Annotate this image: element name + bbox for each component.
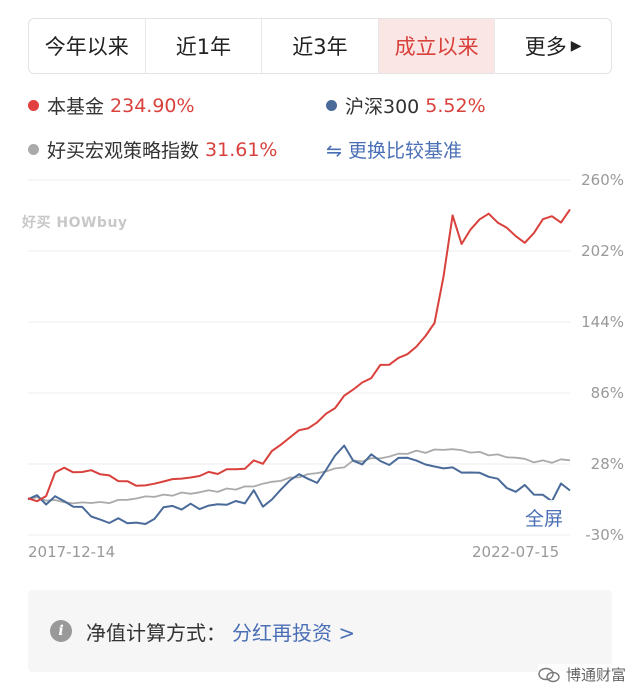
tab-since-inception-label: 成立以来 xyxy=(394,35,479,59)
x-axis-end-date: 2022-07-15 xyxy=(472,543,560,561)
performance-chart-svg: 260% 202% 144% 86% 28% -30% xyxy=(27,171,624,544)
tab-3y-label: 近3年 xyxy=(292,35,348,59)
tab-ytd-label: 今年以来 xyxy=(44,35,129,59)
series-line-fund xyxy=(27,208,571,503)
series-line-index xyxy=(27,448,571,505)
legend-row-1: 本基金 234.90% xyxy=(28,92,195,119)
y-tick-label: 260% xyxy=(581,171,624,189)
legend-hs300: 沪深300 5.52% xyxy=(326,92,486,119)
tab-since-inception[interactable]: 成立以来 xyxy=(378,19,496,73)
nav-calculation-method[interactable]: i 净值计算方式： 分红再投资 > xyxy=(28,590,612,672)
change-benchmark-button[interactable]: ⇋ 更换比较基准 xyxy=(326,136,462,163)
publisher-watermark: 博通财富 xyxy=(537,664,626,685)
tab-more-label: 更多 xyxy=(524,35,567,59)
index-dot-icon xyxy=(28,144,39,155)
watermark-text: 博通财富 xyxy=(565,666,626,684)
change-benchmark-label: ⇋ 更换比较基准 xyxy=(326,140,462,162)
legend-index-value: 31.61% xyxy=(205,138,278,161)
play-arrow-icon: ▶ xyxy=(570,38,582,54)
y-tick-label: -30% xyxy=(585,526,624,544)
tab-more[interactable]: 更多 ▶ xyxy=(495,19,611,73)
series-line-hs300 xyxy=(27,444,571,525)
howbuy-logo: 好买 HOWbuy xyxy=(22,215,128,231)
y-tick-label: 144% xyxy=(581,313,624,331)
performance-chart: 260% 202% 144% 86% 28% -30% xyxy=(0,170,640,570)
nav-method-value: 分红再投资 > xyxy=(232,620,356,645)
legend-row-2: 好买宏观策略指数 31.61% xyxy=(28,136,277,163)
wechat-icon xyxy=(538,667,560,682)
fullscreen-button[interactable]: 全屏 xyxy=(512,500,576,534)
tab-1y-label: 近1年 xyxy=(175,35,232,59)
tab-ytd[interactable]: 今年以来 xyxy=(29,19,146,73)
legend-hs300-label: 沪深300 xyxy=(345,96,420,118)
nav-method-label: 净值计算方式： xyxy=(86,620,226,645)
y-tick-label: 202% xyxy=(581,242,624,260)
tab-1y[interactable]: 近1年 xyxy=(146,19,263,73)
legend-index-label: 好买宏观策略指数 xyxy=(47,140,200,162)
y-tick-label: 86% xyxy=(591,384,624,402)
fund-dot-icon xyxy=(28,100,39,111)
legend-fund-value: 234.90% xyxy=(110,94,195,117)
fullscreen-label: 全屏 xyxy=(524,507,563,530)
info-icon: i xyxy=(50,620,72,642)
period-tabs: 今年以来 近1年 近3年 成立以来 更多 ▶ xyxy=(28,18,612,74)
hs300-dot-icon xyxy=(326,100,337,111)
x-axis-start-date: 2017-12-14 xyxy=(28,543,116,561)
legend-fund-label: 本基金 xyxy=(47,96,105,118)
legend-hs300-value: 5.52% xyxy=(425,94,486,117)
tab-3y[interactable]: 近3年 xyxy=(262,19,379,73)
y-tick-label: 28% xyxy=(591,455,624,473)
